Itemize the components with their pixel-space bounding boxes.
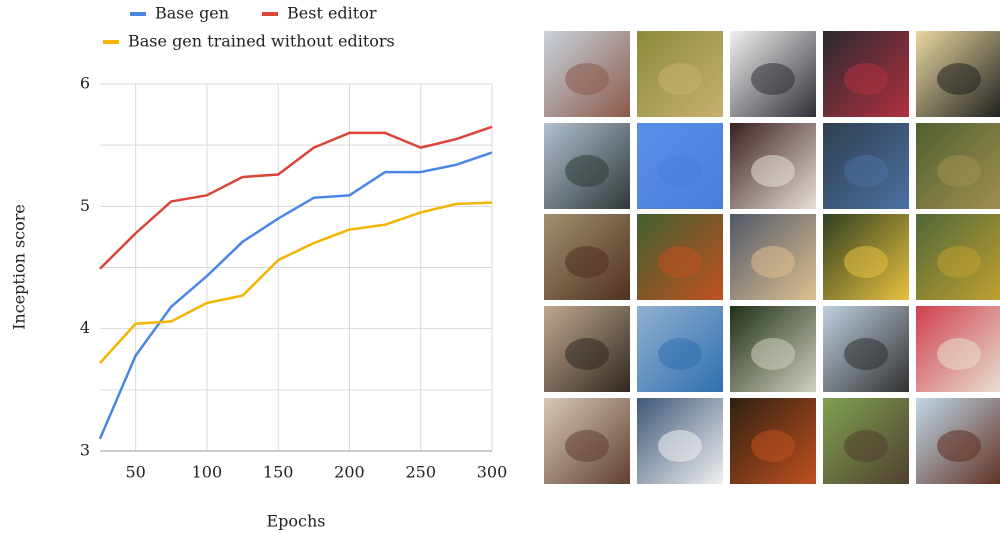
x-tick-label: 50 [125, 463, 145, 482]
legend-label: Best editor [287, 4, 377, 23]
legend-label: Base gen trained without editors [128, 32, 395, 51]
sample-blob [565, 155, 609, 187]
sample-blob [658, 246, 702, 278]
sample-blob [658, 155, 702, 187]
sample-blob [937, 155, 981, 187]
legend-label: Base gen [155, 4, 229, 23]
x-axis-label: Epochs [266, 512, 325, 531]
sample-blob [937, 63, 981, 95]
sample-blob [751, 155, 795, 187]
x-tick-label: 300 [477, 463, 508, 482]
x-tick-label: 100 [192, 463, 223, 482]
x-tick-label: 250 [405, 463, 436, 482]
y-tick-label: 3 [80, 441, 90, 460]
sample-blob [844, 430, 888, 462]
sample-blob [658, 63, 702, 95]
sample-blob [565, 430, 609, 462]
sample-blob [565, 338, 609, 370]
sample-blob [844, 246, 888, 278]
sample-blob [751, 338, 795, 370]
series-line [98, 151, 493, 440]
sample-blob [844, 338, 888, 370]
sample-blob [751, 63, 795, 95]
sample-blob [565, 246, 609, 278]
sample-blob [658, 430, 702, 462]
sample-blob [937, 338, 981, 370]
sample-blob [937, 246, 981, 278]
sample-blob [751, 430, 795, 462]
y-tick-label: 5 [80, 196, 90, 215]
y-tick-label: 4 [80, 318, 90, 337]
y-tick-label: 6 [80, 74, 90, 93]
series-line [99, 201, 493, 364]
x-tick-label: 150 [263, 463, 294, 482]
sample-blob [751, 246, 795, 278]
sample-blob [844, 63, 888, 95]
y-axis-label: Inception score [10, 204, 29, 330]
sample-blob [844, 155, 888, 187]
sample-blob [658, 338, 702, 370]
series-line [99, 125, 493, 270]
sample-blob [565, 63, 609, 95]
x-tick-label: 200 [334, 463, 365, 482]
sample-blob [937, 430, 981, 462]
sample-grid [544, 31, 1000, 484]
